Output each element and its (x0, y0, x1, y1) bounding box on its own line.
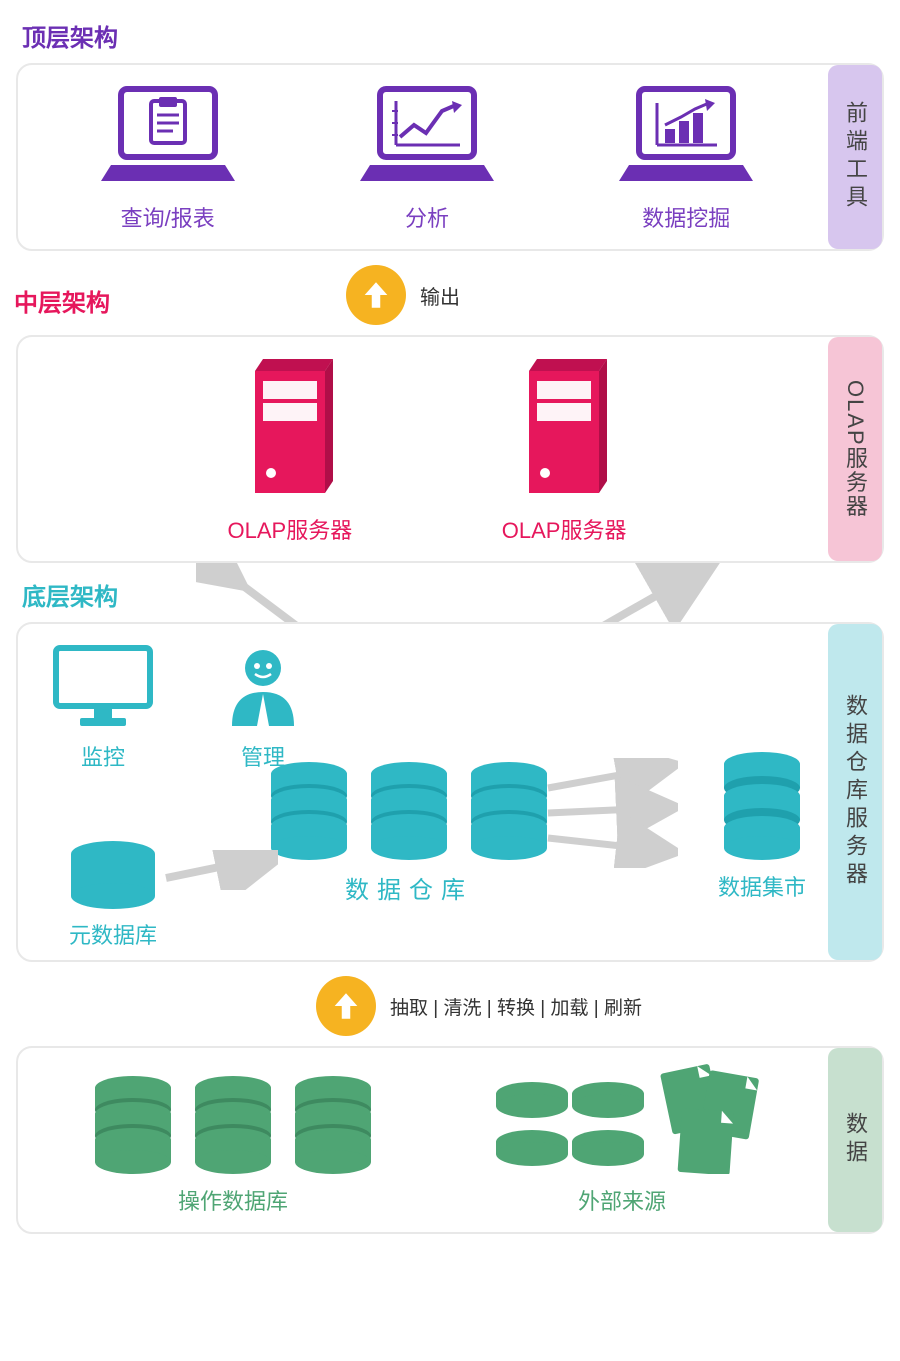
tier1-item-mining: 数据挖掘 (611, 81, 761, 233)
server-icon (245, 353, 335, 503)
monitor-icon (48, 640, 158, 730)
tier3-panel: 监控 管理 (16, 622, 884, 962)
laptop-bar-chart-icon (611, 81, 761, 191)
arrow-icon (538, 758, 678, 868)
tier3-content: 监控 管理 (38, 640, 816, 944)
arrow-icon (158, 850, 278, 890)
tier2-side-label: OLAP服务器 (828, 337, 882, 561)
tier3-metadata: 元数据库 (68, 840, 158, 950)
tier1-title: 顶层架构 (22, 18, 884, 53)
tier4-external: 外部来源 (482, 1064, 762, 1216)
database-icon (721, 750, 803, 860)
tier3-datamart-label: 数据集市 (718, 870, 806, 902)
tier2-body: OLAP服务器 OLAP服务器 (38, 353, 816, 545)
arrow-up-icon (316, 976, 376, 1036)
laptop-line-chart-icon (352, 81, 502, 191)
tier4-side-label: 数据 (828, 1048, 882, 1232)
tier1-item-label: 查询/报表 (121, 201, 215, 233)
tier3-monitor-label: 监控 (81, 740, 125, 772)
tier2-item-server2: OLAP服务器 (502, 353, 627, 545)
tier1-item-analysis: 分析 (352, 81, 502, 233)
tier3-admin: 管理 (218, 640, 308, 772)
tier1-body: 查询/报表 分析 (38, 81, 816, 233)
tier2-item-server1: OLAP服务器 (228, 353, 353, 545)
tier2-panel: OLAP服务器 OLAP服务器 OLAP服务器 (16, 335, 884, 563)
connector2-label: 抽取 | 清洗 | 转换 | 加载 | 刷新 (390, 993, 642, 1020)
tier4-opdb: 操作数据库 (92, 1074, 374, 1216)
connector1: 中层架构 输出 (16, 261, 884, 329)
tier3-monitor: 监控 (48, 640, 158, 772)
tier4-panel: 操作数据库 外部来源 数据 (16, 1046, 884, 1234)
tier1-item-label: 数据挖掘 (642, 201, 730, 233)
database-icon (92, 1074, 174, 1174)
tier1-side-label: 前端工具 (828, 65, 882, 249)
arrow-up-icon (346, 265, 406, 325)
tier3-warehouse: 数据仓库 (268, 760, 550, 905)
tier2-title: 中层架构 (14, 283, 110, 318)
tier3-datamart: 数据集市 (718, 750, 806, 902)
tier2-item-label: OLAP服务器 (228, 513, 353, 545)
database-icon (68, 840, 158, 910)
tier1-item-query: 查询/报表 (93, 81, 243, 233)
tier3-side-label: 数据仓库服务器 (828, 624, 882, 960)
disks-files-icon (482, 1064, 762, 1174)
database-icon (268, 760, 350, 860)
server-icon (519, 353, 609, 503)
tier4-body: 操作数据库 外部来源 (38, 1064, 816, 1216)
database-icon (192, 1074, 274, 1174)
database-icon (292, 1074, 374, 1174)
person-icon (218, 640, 308, 730)
database-icon (368, 760, 450, 860)
tier4-ext-label: 外部来源 (578, 1184, 666, 1216)
connector1-label: 输出 (420, 281, 460, 310)
tier4-opdb-label: 操作数据库 (178, 1184, 288, 1216)
connector2: 抽取 | 清洗 | 转换 | 加载 | 刷新 (16, 972, 884, 1040)
tier3-warehouse-label: 数据仓库 (345, 870, 473, 905)
tier3-metadata-label: 元数据库 (69, 918, 157, 950)
tier2-item-label: OLAP服务器 (502, 513, 627, 545)
tier3-title: 底层架构 (22, 577, 884, 612)
laptop-clipboard-icon (93, 81, 243, 191)
tier1-item-label: 分析 (405, 201, 449, 233)
database-icon (468, 760, 550, 860)
tier1-panel: 查询/报表 分析 (16, 63, 884, 251)
